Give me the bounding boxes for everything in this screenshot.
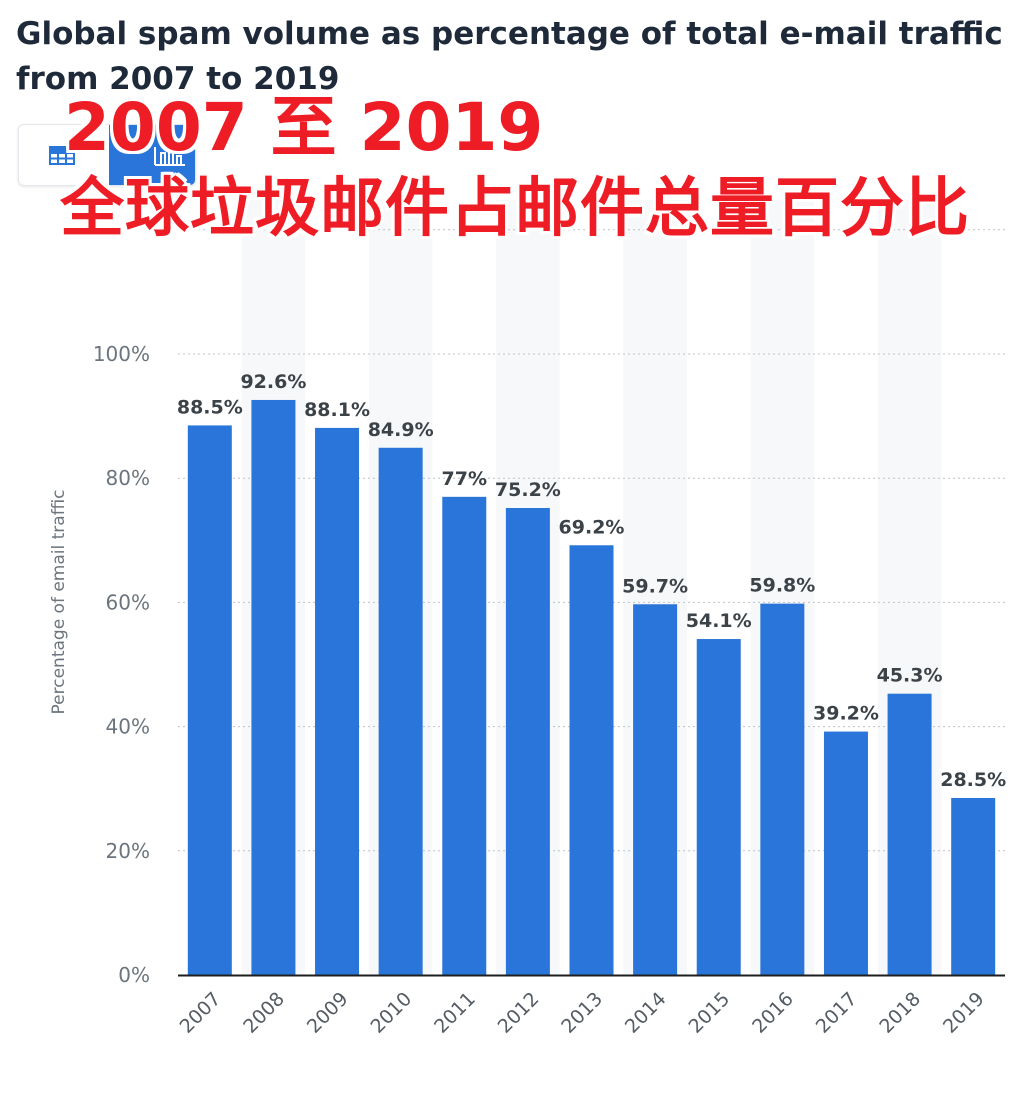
x-tick-label: 2017 (812, 988, 862, 1038)
x-tick-label: 2014 (621, 988, 671, 1038)
x-tick-label: 2013 (557, 988, 607, 1038)
y-tick-label: 40% (106, 715, 150, 739)
data-label-2014: 59.7% (622, 575, 688, 597)
data-label-2015: 54.1% (686, 610, 752, 632)
bar-2015[interactable] (696, 639, 741, 975)
data-label-2010: 84.9% (368, 419, 434, 441)
bar-2008[interactable] (251, 399, 296, 976)
bars (187, 399, 996, 976)
table-view-button[interactable] (19, 125, 107, 185)
y-axis-ticks: 0% 20% 40% 60% 80% 100% (93, 342, 150, 987)
data-label-2013: 69.2% (559, 516, 625, 538)
x-tick-label: 2016 (748, 988, 798, 1038)
y-tick-label: 0% (118, 963, 150, 987)
data-label-2011: 77% (442, 468, 487, 490)
bar-2013[interactable] (569, 545, 614, 975)
view-toggle (18, 124, 196, 186)
y-tick-label: 80% (106, 466, 150, 490)
y-tick-label: 60% (106, 590, 150, 614)
table-icon (49, 146, 75, 165)
x-tick-label: 2007 (176, 988, 226, 1038)
x-axis-ticks: 2007 2008 2009 2010 2011 2012 2013 2014 2015 2016… (176, 988, 989, 1038)
x-tick-label: 2012 (494, 988, 544, 1038)
x-tick-label: 2015 (685, 988, 735, 1038)
data-label-2016: 59.8% (749, 575, 815, 597)
chart-view-button[interactable] (109, 125, 195, 185)
data-label-2008: 92.6% (240, 371, 306, 393)
data-label-2019: 28.5% (940, 769, 1006, 791)
bar-chart-icon (154, 147, 185, 166)
x-tick-label: 2011 (430, 988, 480, 1038)
y-axis-label: Percentage of email traffic (49, 490, 69, 715)
x-tick-label: 2019 (939, 988, 989, 1038)
bar-2019[interactable] (951, 798, 996, 975)
data-label-2007: 88.5% (177, 396, 243, 418)
chart-title: Global spam volume as percentage of tota… (16, 16, 1003, 97)
bar-2017[interactable] (823, 731, 868, 975)
x-tick-label: 2008 (239, 988, 289, 1038)
x-tick-label: 2009 (303, 988, 353, 1038)
data-label-2012: 75.2% (495, 479, 561, 501)
data-label-2018: 45.3% (877, 665, 943, 687)
y-tick-label: 100% (93, 342, 150, 366)
bar-2009[interactable] (315, 427, 360, 975)
x-tick-label: 2010 (366, 988, 416, 1038)
data-label-2009: 88.1% (304, 399, 370, 421)
bar-2007[interactable] (187, 425, 232, 975)
bar-2011[interactable] (442, 496, 487, 975)
x-tick-label: 2018 (875, 988, 925, 1038)
bar-2010[interactable] (378, 447, 423, 975)
y-tick-label: 20% (106, 839, 150, 863)
data-labels: 88.5% 92.6% 88.1%84.9% 77% 75.2% 69.2% 59.7% 54… (177, 371, 1006, 791)
bar-2014[interactable] (633, 604, 678, 975)
bar-2016[interactable] (760, 603, 805, 975)
data-label-2017: 39.2% (813, 703, 879, 725)
bar-2012[interactable] (505, 508, 550, 975)
bar-2018[interactable] (887, 693, 932, 975)
